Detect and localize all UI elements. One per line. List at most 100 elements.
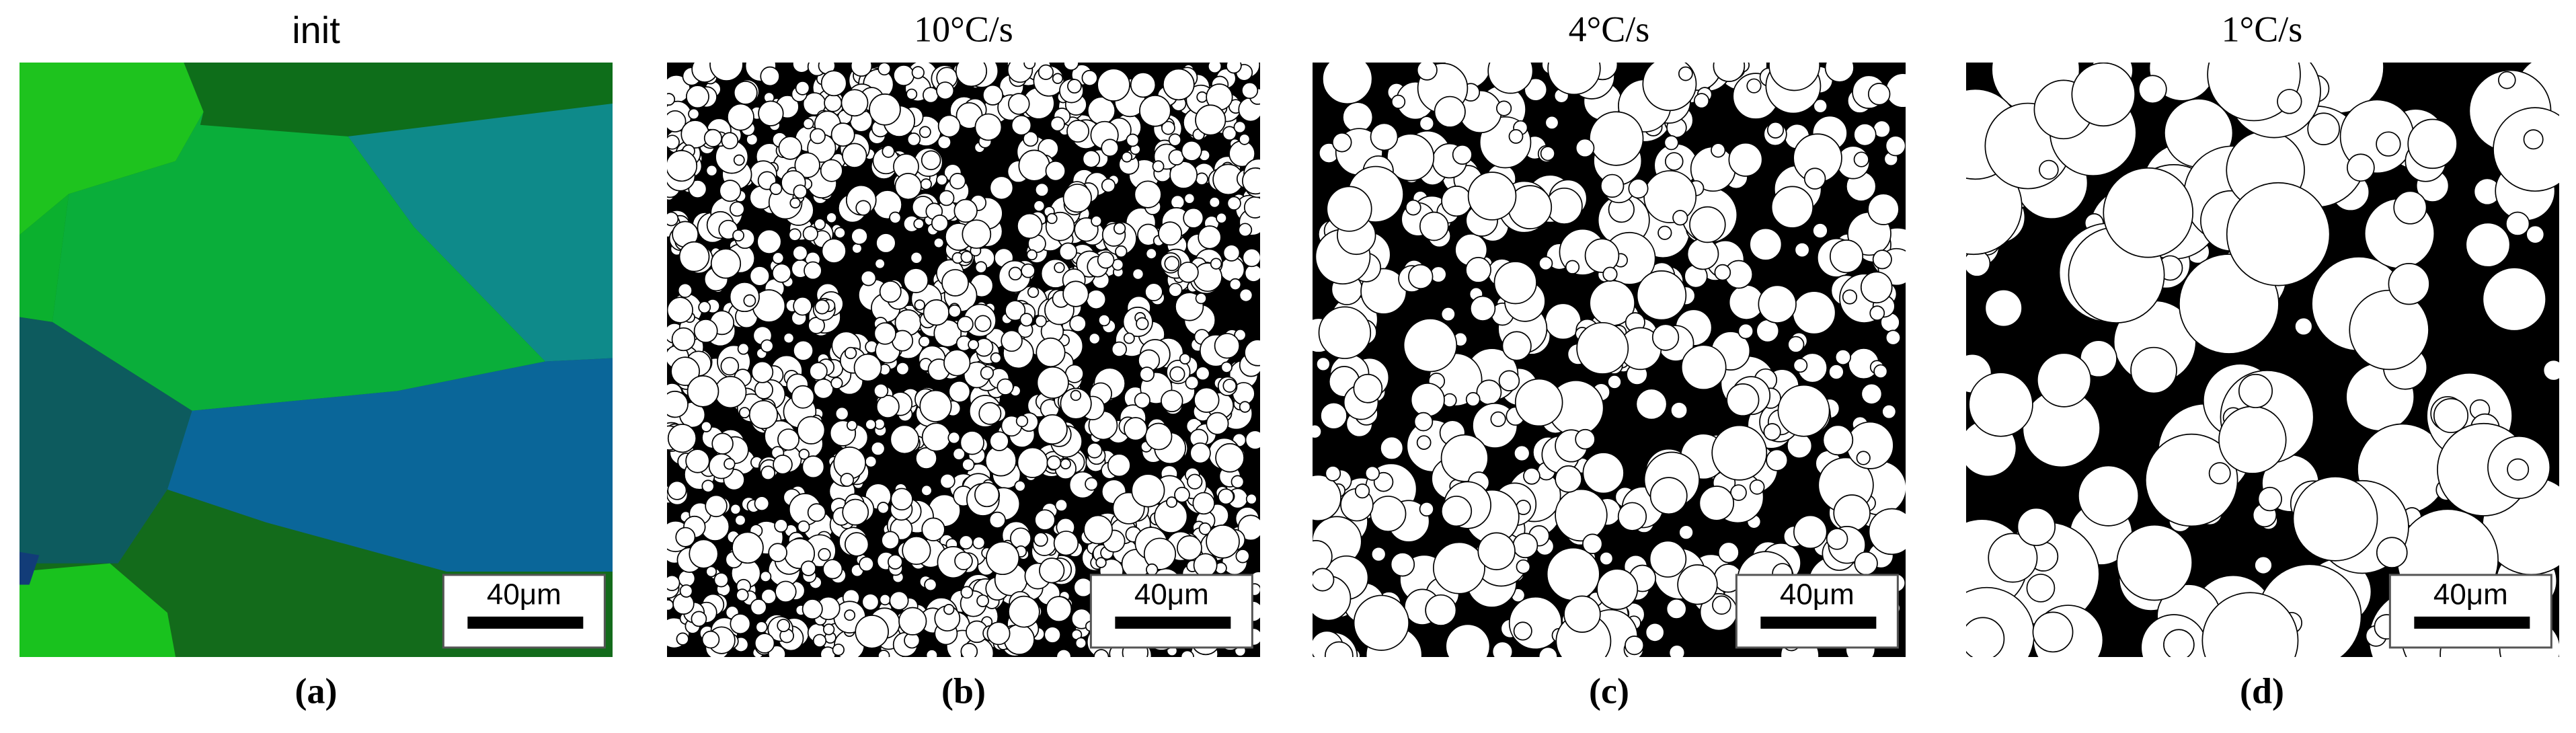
grain [936,173,948,186]
grain [1642,63,1697,112]
grain [798,449,810,460]
grain [2078,465,2140,527]
grain [1498,370,1520,392]
grain [1860,271,1893,304]
grain [1686,237,1719,270]
grain [893,65,915,87]
grain [1643,170,1697,223]
grain [1711,424,1768,481]
grain [890,488,913,511]
grain [910,251,923,264]
grain [834,227,846,239]
grain [1018,149,1050,182]
grain [865,418,877,430]
grain [906,88,918,100]
grain [2393,190,2427,225]
grain [911,66,925,79]
grain [913,218,925,229]
grain [810,128,826,145]
grain [850,63,873,77]
grain [1126,133,1140,147]
grain [1490,411,1506,427]
grain [1239,288,1253,303]
grain [1467,171,1517,221]
panel-title: 10°C/s [914,9,1013,49]
grain [688,179,707,199]
scale-box [1089,574,1253,649]
grain [974,315,992,332]
grain [1822,424,1854,456]
grain [1812,223,1828,239]
grain [1501,331,1532,361]
grain [2218,406,2287,474]
grain [1370,546,1387,562]
grain [2201,592,2299,657]
grain [1512,533,1538,559]
grain [1445,623,1491,657]
grain [1158,221,1183,246]
grain [1023,130,1039,147]
grain [1101,178,1116,193]
grain [754,496,770,512]
grain [1353,594,1410,651]
grain [988,511,1006,529]
grain [841,89,869,117]
grain [1139,366,1155,382]
grain [919,126,931,139]
grain [1161,389,1183,413]
grain [877,502,890,514]
grain [1868,508,1906,555]
grain [1168,133,1182,147]
grain [1228,278,1242,291]
scale-bar [467,616,584,629]
grain [1390,552,1415,577]
grain [1313,474,1341,522]
grain [925,649,939,657]
grain [1045,160,1066,182]
grain [915,447,938,470]
grain [1011,115,1032,136]
grain [769,182,783,195]
grain [1442,393,1457,408]
grain [943,349,971,377]
grain [832,644,845,656]
grain [1885,73,1906,108]
grain [889,211,902,224]
grain [824,93,843,112]
grain [1728,142,1763,177]
grain [1111,341,1127,357]
grain [903,268,929,293]
grain [2144,433,2238,527]
grain [680,120,710,149]
grain [1787,336,1805,353]
grain [1524,77,1548,102]
grain [1628,178,1649,199]
grain [982,84,1004,106]
grain [729,281,760,313]
grain [1242,248,1260,268]
grain [2036,352,2092,408]
grain [2376,131,2401,157]
grain [1231,475,1245,489]
grain [1001,330,1023,352]
grain [1514,378,1563,427]
grain [1373,471,1394,492]
grain [1235,549,1250,564]
grain [2254,555,2273,575]
grain [1131,473,1165,508]
grain [1198,522,1212,535]
grain [758,100,784,126]
grain [1183,192,1196,204]
grain [918,335,931,348]
grain [1244,339,1260,366]
grain [1046,213,1058,225]
grain [754,380,773,399]
grain [1008,266,1023,280]
grain [1749,479,1765,495]
grain [820,159,843,182]
grain [1145,247,1157,260]
grain [1440,307,1456,322]
grain [667,599,674,611]
grain [990,352,1002,364]
grain [830,122,855,147]
